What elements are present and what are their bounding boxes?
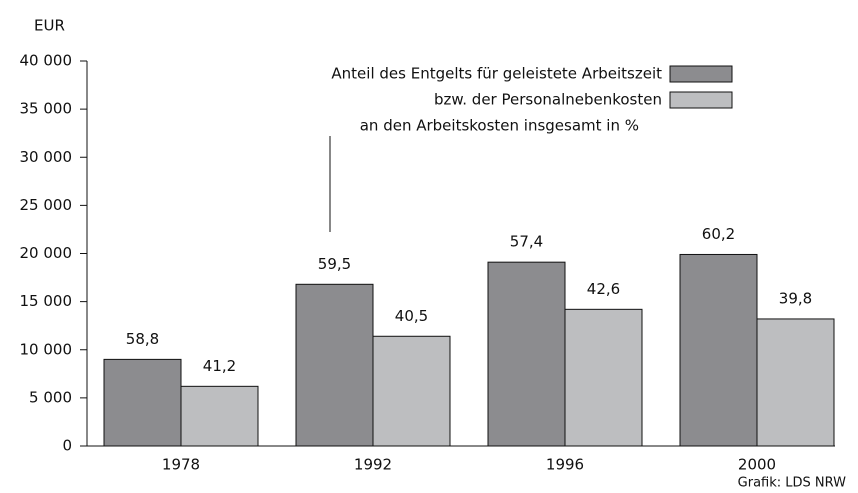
legend-note: an den Arbeitskosten insgesamt in % <box>360 117 639 135</box>
y-tick-label: 40 000 <box>20 52 73 70</box>
bar <box>295 283 374 447</box>
y-tick-label: 0 <box>62 437 72 455</box>
data-label: 40,5 <box>395 307 428 325</box>
data-label: 42,6 <box>587 280 620 298</box>
y-tick-label: 10 000 <box>20 340 73 358</box>
data-label: 59,5 <box>318 255 351 273</box>
y-tick-label: 35 000 <box>20 100 73 118</box>
x-tick-label: 2000 <box>738 456 776 474</box>
bar <box>180 385 259 447</box>
y-tick-label: 5 000 <box>29 388 72 406</box>
legend-swatch <box>669 91 733 109</box>
data-label: 57,4 <box>510 233 543 251</box>
y-tick-label: 25 000 <box>20 196 73 214</box>
bar <box>372 335 451 447</box>
bar <box>756 318 835 447</box>
x-tick-label: 1996 <box>546 456 584 474</box>
bar <box>103 358 182 447</box>
legend-label: bzw. der Personalnebenkosten <box>434 91 662 109</box>
x-tick-label: 1978 <box>162 456 200 474</box>
y-tick-label: 15 000 <box>20 292 73 310</box>
bar <box>564 308 643 447</box>
data-label: 58,8 <box>126 330 159 348</box>
data-label: 39,8 <box>779 289 812 307</box>
source: Grafik: LDS NRW <box>738 476 846 491</box>
x-tick-label: 1992 <box>354 456 392 474</box>
bar <box>487 261 566 447</box>
y-tick-label: 30 000 <box>20 148 73 166</box>
legend-label: Anteil des Entgelts für geleistete Arbei… <box>331 65 662 83</box>
legend-swatch <box>669 65 733 83</box>
y-axis-label: EUR <box>34 17 65 35</box>
y-tick-label: 20 000 <box>20 244 73 262</box>
data-label: 41,2 <box>203 357 236 375</box>
data-label: 60,2 <box>702 225 735 243</box>
bar <box>679 253 758 447</box>
